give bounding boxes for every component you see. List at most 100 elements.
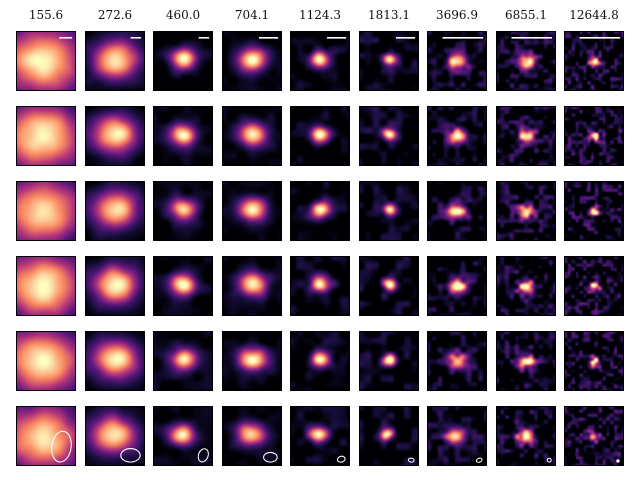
image-panel	[290, 106, 350, 166]
column-title: 460.0	[165, 8, 201, 22]
source-image	[86, 257, 144, 315]
image-panel	[222, 31, 282, 91]
source-image	[497, 107, 555, 165]
source-image	[565, 257, 623, 315]
image-panel	[85, 181, 145, 241]
panel-overlay	[291, 332, 349, 390]
panel-overlay	[497, 107, 555, 165]
column-title: 155.6	[28, 8, 64, 22]
beam-ellipse	[263, 451, 278, 463]
image-panel	[222, 256, 282, 316]
panel-overlay	[223, 332, 281, 390]
source-image	[360, 407, 418, 465]
beam-ellipse	[120, 448, 141, 463]
beam-ellipse	[51, 430, 72, 463]
image-panel	[564, 181, 624, 241]
column-title: 3696.9	[436, 8, 478, 22]
panel-overlay	[407, 457, 415, 463]
source-image	[497, 407, 555, 465]
image-panel	[359, 256, 419, 316]
image-panel	[496, 256, 556, 316]
panel-overlay	[360, 332, 418, 390]
panel-overlay	[197, 448, 209, 463]
image-panel	[153, 256, 213, 316]
panel-overlay	[565, 107, 623, 165]
image-panel	[427, 181, 487, 241]
image-panel	[153, 31, 213, 91]
panel-overlay	[154, 257, 212, 315]
image-panel	[16, 406, 76, 466]
panel-overlay	[497, 257, 555, 315]
image-panel	[427, 256, 487, 316]
panel-overlay	[86, 332, 144, 390]
image-panel	[290, 256, 350, 316]
panel-overlay	[565, 332, 623, 390]
image-panel	[222, 106, 282, 166]
source-image	[497, 257, 555, 315]
panel-overlay	[336, 455, 346, 463]
source-image	[565, 107, 623, 165]
source-image	[154, 257, 212, 315]
source-image	[86, 182, 144, 240]
source-image	[497, 182, 555, 240]
panel-overlay	[360, 182, 418, 240]
image-panel	[427, 331, 487, 391]
panel-overlay	[51, 430, 72, 463]
panel-overlay	[223, 182, 281, 240]
source-image	[86, 407, 144, 465]
image-panel	[359, 181, 419, 241]
image-panel	[496, 406, 556, 466]
column-title: 704.1	[234, 8, 270, 22]
source-image	[223, 107, 281, 165]
source-image	[291, 332, 349, 390]
panel-overlay	[17, 257, 75, 315]
panel-overlay	[17, 332, 75, 390]
image-panel	[427, 31, 487, 91]
source-image	[17, 107, 75, 165]
beam-ellipse	[197, 448, 209, 463]
panel-overlay	[223, 107, 281, 165]
source-image	[223, 407, 281, 465]
image-panel	[85, 31, 145, 91]
source-image	[17, 32, 75, 90]
image-panel	[564, 256, 624, 316]
panel-overlay	[291, 107, 349, 165]
column-title: 272.6	[97, 8, 133, 22]
source-image	[223, 32, 281, 90]
panel-overlay	[565, 182, 623, 240]
image-panel	[153, 106, 213, 166]
panel-overlay	[616, 459, 620, 463]
source-image	[86, 107, 144, 165]
source-image	[223, 257, 281, 315]
panel-overlay	[86, 107, 144, 165]
image-panel	[564, 106, 624, 166]
panel-overlay	[360, 257, 418, 315]
column-title: 1124.3	[299, 8, 341, 22]
panel-overlay	[497, 332, 555, 390]
panel-overlay	[565, 257, 623, 315]
source-image	[428, 257, 486, 315]
source-image	[565, 407, 623, 465]
panel-overlay	[17, 107, 75, 165]
beam-ellipse	[546, 457, 552, 463]
panel-overlay	[154, 332, 212, 390]
panel-overlay	[428, 107, 486, 165]
panel-overlay	[360, 107, 418, 165]
panel-overlay	[263, 451, 278, 463]
panel-overlay	[428, 332, 486, 390]
source-image	[223, 332, 281, 390]
panel-overlay	[130, 37, 142, 39]
image-panel	[496, 331, 556, 391]
image-panel	[427, 406, 487, 466]
panel-overlay	[291, 257, 349, 315]
image-panel	[496, 181, 556, 241]
source-image	[291, 407, 349, 465]
image-panel	[564, 406, 624, 466]
source-image	[291, 182, 349, 240]
image-panel	[359, 406, 419, 466]
image-panel	[359, 331, 419, 391]
image-panel	[564, 31, 624, 91]
panel-overlay	[120, 448, 141, 463]
image-panel	[222, 406, 282, 466]
image-panel	[153, 331, 213, 391]
